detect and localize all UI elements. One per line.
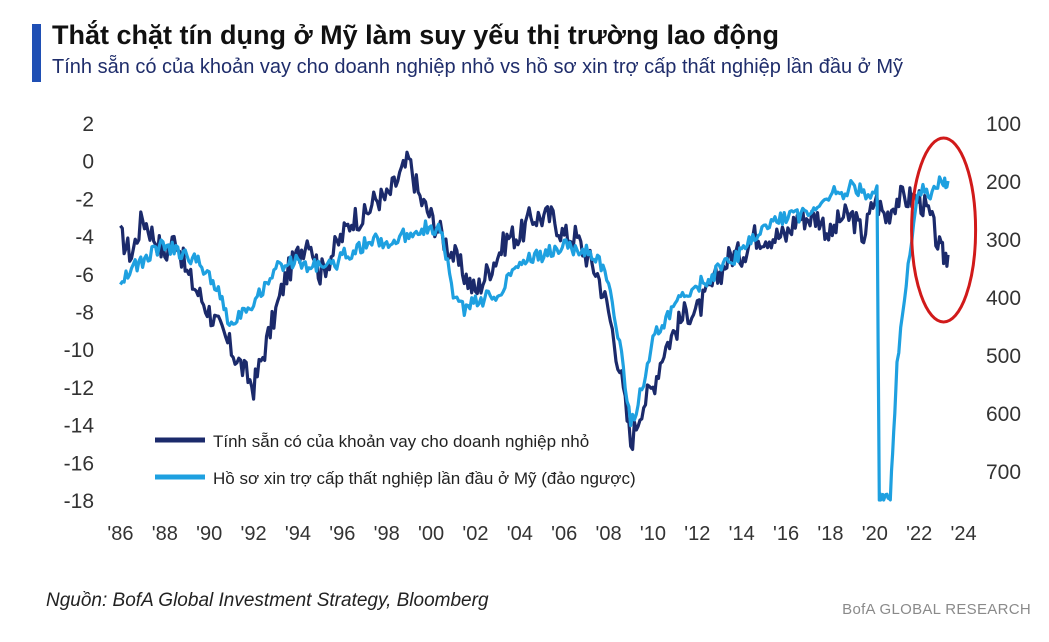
y-left-tick-label: -12 — [64, 377, 94, 400]
y-left-tick-label: -10 — [64, 339, 94, 362]
x-tick-label: '12 — [684, 523, 710, 545]
series-line-jobless-claims — [119, 175, 950, 502]
chart-subtitle: Tính sẵn có của khoản vay cho doanh nghi… — [52, 56, 903, 78]
source-note: Nguồn: BofA Global Investment Strategy, … — [46, 590, 489, 611]
y-right-tick-label: 200 — [986, 171, 1021, 194]
x-tick-label: '22 — [906, 523, 932, 545]
y-right-tick-label: 600 — [986, 403, 1021, 426]
series-line-small-business-loans — [119, 150, 950, 451]
x-tick-label: '18 — [817, 523, 843, 545]
y-right-tick-label: 700 — [986, 461, 1021, 484]
x-tick-label: '04 — [507, 523, 533, 545]
y-left-tick-label: -4 — [75, 226, 94, 249]
x-tick-label: '08 — [596, 523, 622, 545]
y-right-tick-label: 300 — [986, 229, 1021, 252]
x-tick-label: '88 — [152, 523, 178, 545]
x-tick-label: '02 — [462, 523, 488, 545]
y-left-tick-label: -8 — [75, 302, 94, 325]
x-tick-label: '92 — [241, 523, 267, 545]
x-tick-label: '96 — [329, 523, 355, 545]
x-tick-label: '16 — [773, 523, 799, 545]
x-tick-label: '14 — [729, 523, 755, 545]
x-tick-label: '90 — [196, 523, 222, 545]
brand-label: BofA GLOBAL RESEARCH — [842, 601, 1031, 618]
y-left-tick-label: -14 — [64, 415, 95, 438]
x-tick-label: '94 — [285, 523, 311, 545]
x-tick-label: '20 — [862, 523, 888, 545]
x-tick-label: '98 — [374, 523, 400, 545]
y-left-tick-label: 2 — [82, 113, 94, 136]
x-tick-label: '10 — [640, 523, 666, 545]
x-tick-label: '24 — [951, 523, 977, 545]
legend-label-jobless-claims: Hồ sơ xin trợ cấp thất nghiệp lần đầu ở … — [213, 469, 636, 488]
x-tick-label: '06 — [551, 523, 577, 545]
y-left-tick-label: -6 — [75, 264, 94, 287]
y-left-tick-label: 0 — [82, 151, 94, 174]
y-right-tick-label: 100 — [986, 113, 1021, 136]
chart-title: Thắt chặt tín dụng ở Mỹ làm suy yếu thị … — [52, 20, 779, 50]
y-left-tick-label: -2 — [75, 188, 94, 211]
x-tick-label: '00 — [418, 523, 444, 545]
legend-label-small-business-loans: Tính sẵn có của khoản vay cho doanh nghi… — [213, 432, 589, 451]
title-accent-bar — [32, 24, 41, 82]
y-right-tick-label: 400 — [986, 287, 1021, 310]
y-left-tick-label: -18 — [64, 490, 94, 513]
y-left-tick-label: -16 — [64, 452, 94, 475]
highlight-ellipse — [910, 136, 978, 324]
x-tick-label: '86 — [107, 523, 133, 545]
y-right-tick-label: 500 — [986, 345, 1021, 368]
